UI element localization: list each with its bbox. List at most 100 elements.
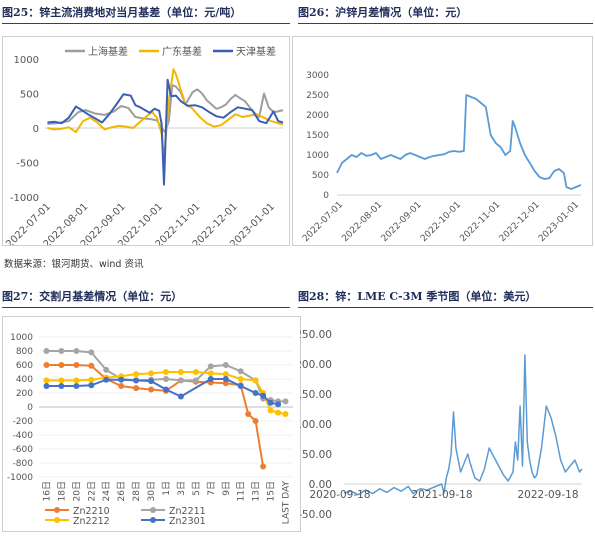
x-tick-label: 16日 [41,481,52,501]
delivery-month-basis-chart: 1000 800 600 400 200 0 -200 -400 -600 -800 -1000 16… [7,333,293,527]
series-marker-1 [163,376,169,382]
y-tick-label: 1500 [306,131,329,141]
source-note: 数据来源：银河期货、wind 资讯 [4,259,144,270]
series-marker-3 [88,382,95,389]
month-spread-line-chart: 3000250020001500100050002022-07-012022-0… [301,71,582,244]
legend-label-0: Zn2210 [73,506,110,517]
y-tick-label: 0 [27,403,33,413]
series-marker-2 [192,369,199,375]
y-tick-label: 600 [16,361,33,371]
series-marker-2 [222,371,229,378]
x-tick-label: 20日 [71,481,82,501]
y-tick-label: 200.00 [300,359,332,371]
y-tick-label: 0 [323,191,329,201]
series-marker-3 [163,386,169,393]
series-marker-2 [267,407,274,414]
y-tick-label: -800 [13,459,34,469]
series-marker-2 [282,411,289,417]
y-tick-label: 200 [16,389,33,399]
series-marker-1 [58,348,65,354]
x-tick-label: 24日 [101,481,112,501]
series-marker-0 [260,463,267,470]
series-marker-3 [103,376,110,383]
series-marker-3 [148,378,155,385]
x-tick-label: 26日 [116,481,127,501]
x-tick-label: 22日 [86,481,97,501]
x-tick-label: 2022-09-18 [517,489,578,501]
y-tick-label: -600 [13,445,34,455]
series-marker-1 [237,368,244,375]
y-tick-label: 1000 [10,333,33,343]
x-tick-label: 2022-08-01 [340,200,384,244]
legend-marker-0 [54,507,60,513]
y-tick-label: 2500 [306,91,329,101]
series-marker-1 [103,366,110,373]
series-marker-1 [282,398,289,405]
series-marker-3 [222,376,229,382]
legend-label-2: Zn2212 [73,516,110,527]
y-tick-label: -400 [13,431,34,441]
x-tick-label: 13日 [251,481,262,501]
series-marker-2 [148,370,155,377]
legend-label-2: 天津基差 [236,45,276,58]
figure-27-chart: 1000 800 600 400 200 0 -200 -400 -600 -800 -1000 16… [2,316,301,532]
series-marker-3 [118,376,125,383]
x-tick-label: 2022-07-01 [301,200,345,244]
series-marker-0 [252,418,259,424]
series-marker-2 [58,377,65,384]
series-marker-1 [177,377,184,384]
y-tick-label: 100.00 [300,419,332,431]
series-marker-0 [58,362,65,368]
series-marker-1 [88,349,95,356]
series-marker-3 [237,383,244,389]
figure-25-title: 图25：锌主流消费地对当月基差（单位：元/吨） [2,2,290,24]
series-marker-0 [245,411,252,417]
x-tick-label: 3日 [176,481,187,496]
y-tick-label: -500 [16,159,39,170]
series-marker-0 [118,383,125,389]
figure-28-chart: 250.00 200.00 150.00 100.00 50.00 0.00 -50.00 2… [295,318,593,532]
series-marker-1 [192,377,199,384]
series-marker-3 [275,401,282,408]
y-tick-label: 0 [33,124,39,135]
legend-label-1: 广东基差 [162,45,202,58]
series-marker-2 [237,376,244,382]
series-marker-2 [207,370,214,377]
figure-26-chart: 3000 2500 2000 1500 1000 500 0 2022-07-01 2022-0… [292,36,593,246]
series-line-2 [47,78,284,186]
y-tick-label: 3000 [306,71,329,81]
series-marker-3 [73,383,80,389]
x-tick-label: 1日 [161,481,172,496]
x-tick-label: 5日 [191,481,202,496]
series-marker-0 [43,362,50,368]
y-tick-label: 50.00 [302,449,332,461]
y-tick-label: 800 [16,347,33,357]
series-marker-1 [222,362,229,368]
series-marker-1 [73,348,80,354]
series-marker-3 [133,377,140,384]
x-tick-label: 2023-01-01 [537,200,581,244]
x-tick-label: 2022-12-01 [498,200,542,244]
x-tick-label: 9日 [221,481,232,496]
x-tick-label: 28日 [131,481,142,501]
x-tick-label: 15日 [266,481,277,501]
y-tick-label: -1000 [10,193,39,204]
series-marker-0 [148,386,155,393]
y-tick-label: -200 [13,417,34,427]
basis-line-chart: 上海基差 广东基差 天津基差10005000-500-10002022-07-012… [4,45,284,250]
y-tick-label: 150.00 [300,389,332,401]
x-tick-label: 30日 [146,481,157,501]
figure-27-title: 图27：交割月基差情况（单位：元） [2,286,290,308]
legend-label-3: Zn2301 [169,516,206,527]
series-marker-3 [260,392,267,399]
figure-28-title: 图28：锌：LME C-3M 季节图（单位：美元） [298,286,593,308]
series-marker-2 [73,377,80,384]
x-tick-label: 2021-09-18 [411,489,472,501]
series-marker-0 [133,385,140,392]
series-marker-0 [73,362,80,368]
legend-marker-2 [54,517,60,523]
x-tick-label: 2022-10-01 [419,200,463,244]
lme-seasonal-chart: 250.00 200.00 150.00 100.00 50.00 0.00 -50.00 2… [295,329,583,521]
series-marker-1 [43,348,50,354]
series-marker-2 [252,377,259,384]
